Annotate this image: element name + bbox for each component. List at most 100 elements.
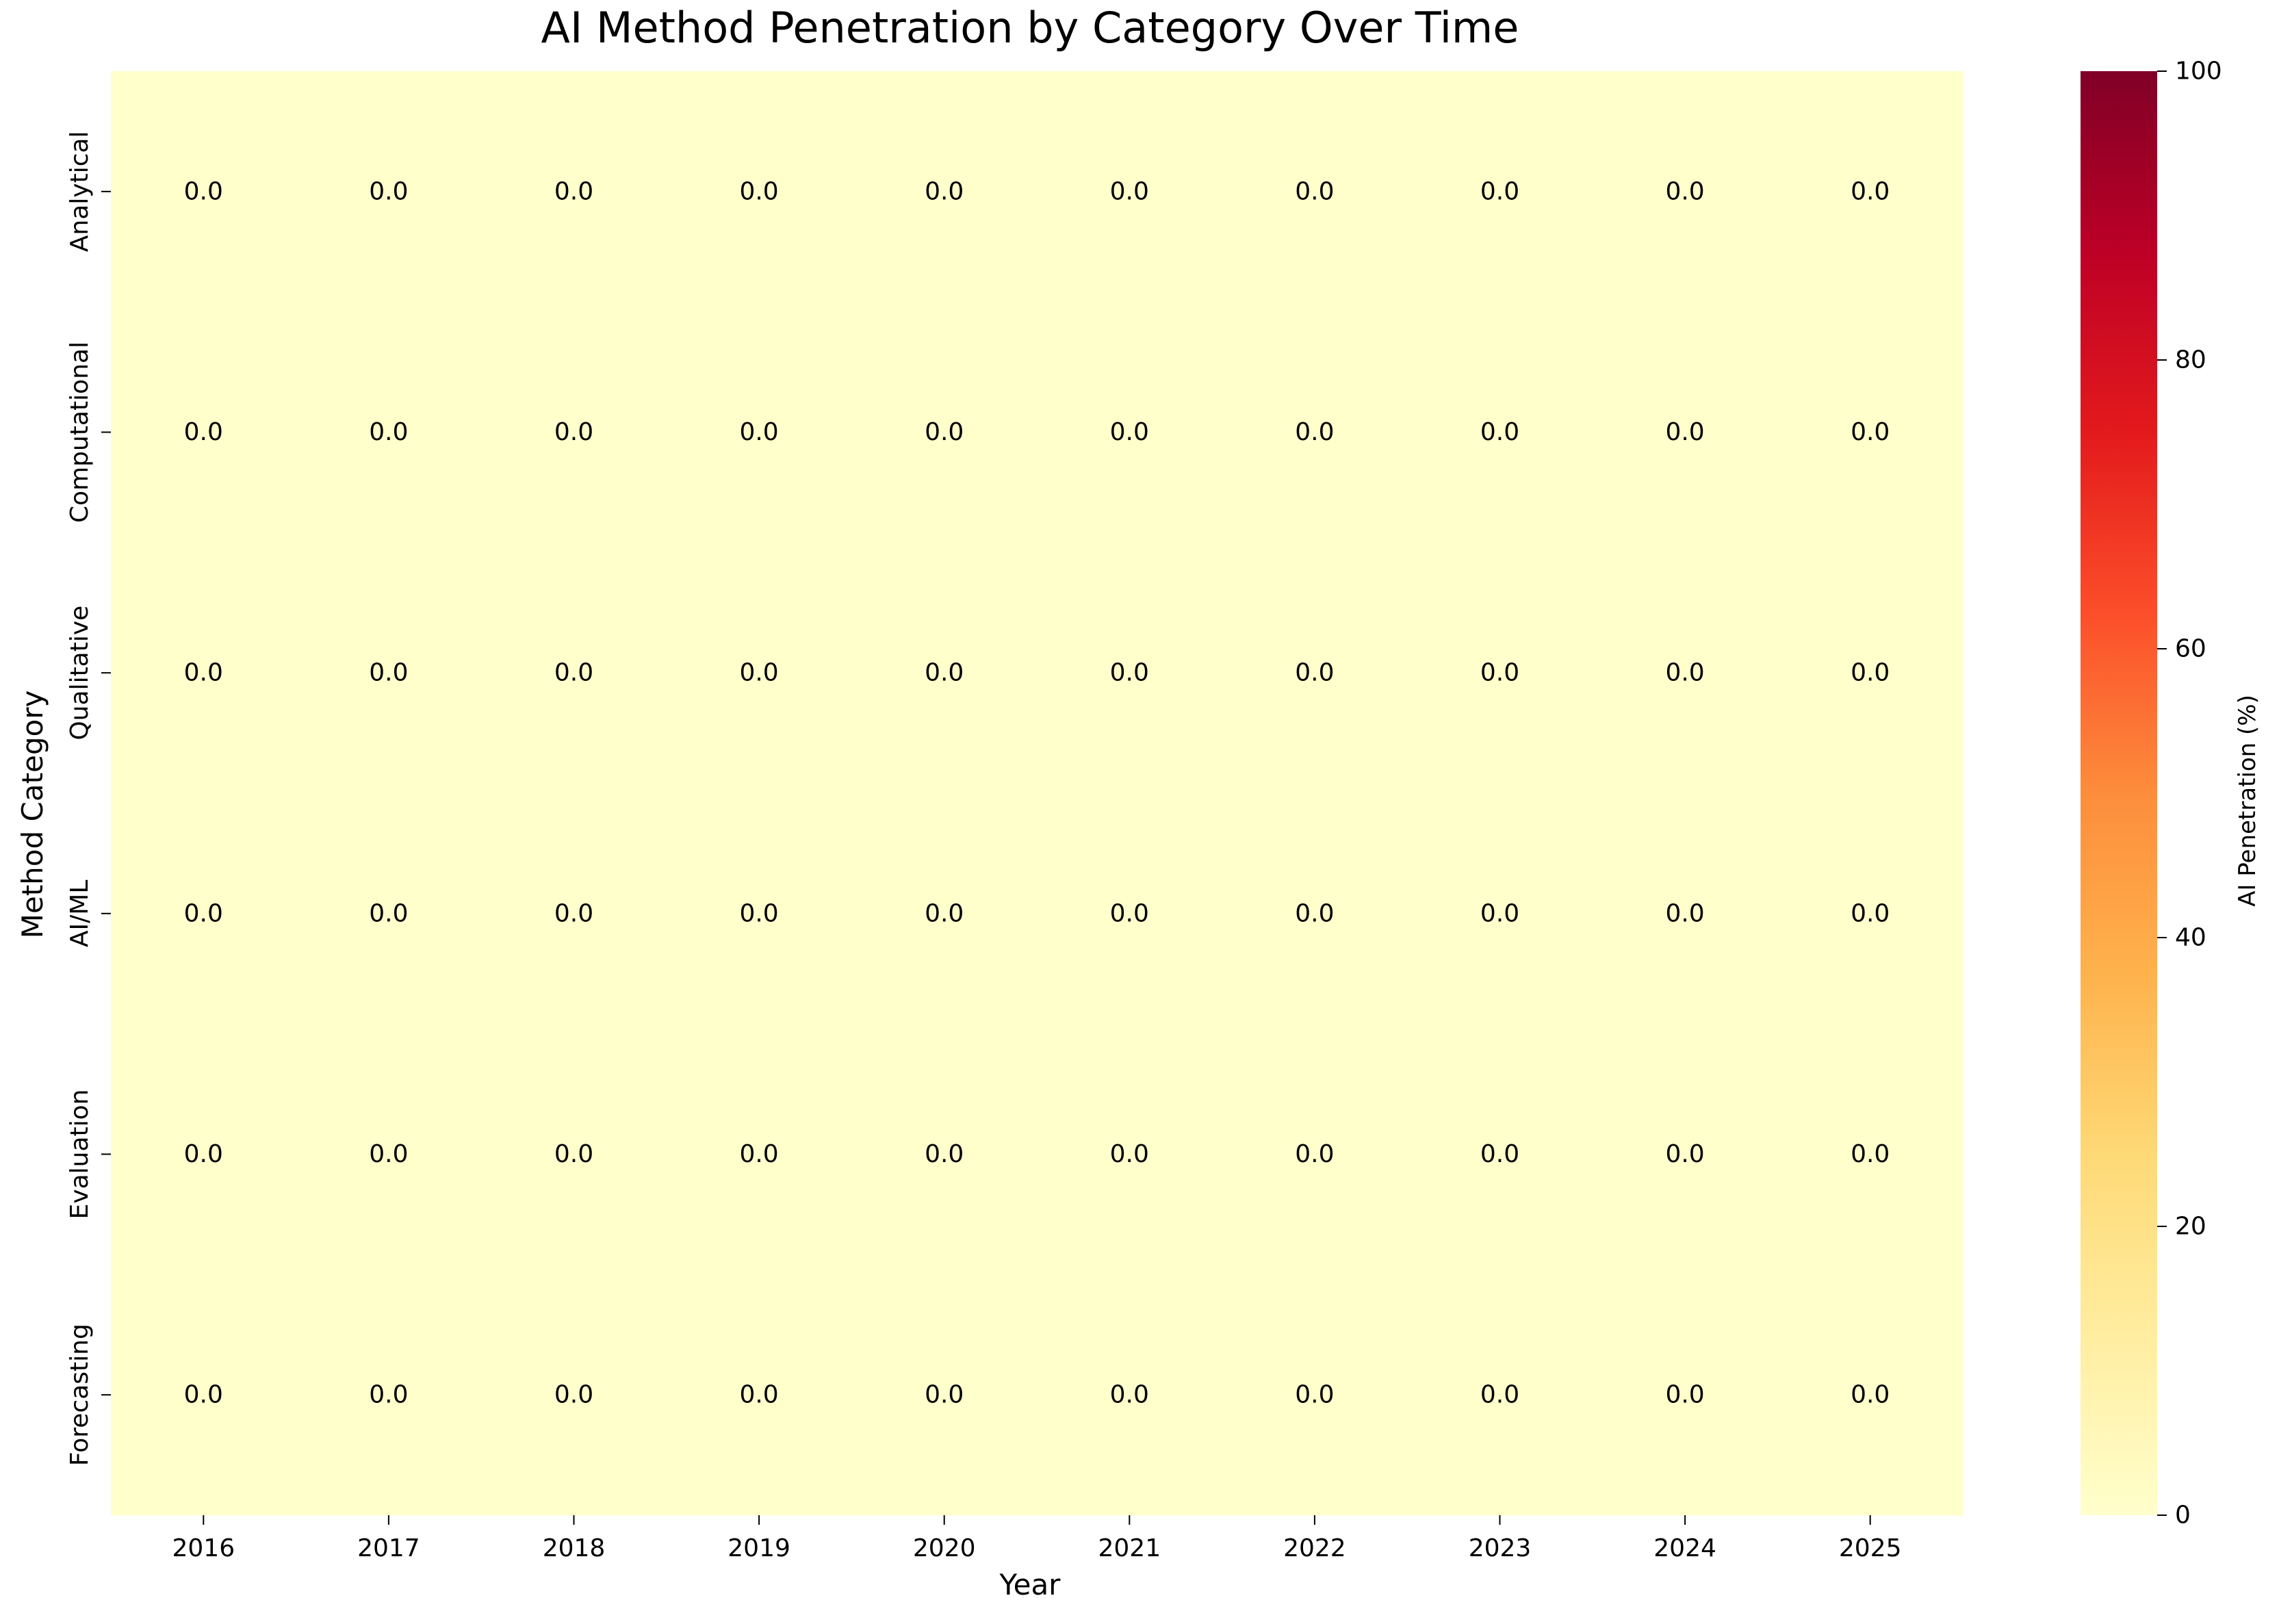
heatmap-cell [1592, 793, 1778, 1035]
heatmap-cell [111, 1033, 297, 1275]
heatmap-cell [296, 1274, 482, 1516]
x-tick-label: 2021 [1098, 1534, 1161, 1562]
heatmap-cell [1222, 71, 1408, 313]
heatmap-cell [1592, 1033, 1778, 1275]
cell-value-label: 0.0 [1851, 418, 1890, 446]
heatmap-cell [296, 71, 482, 313]
colorbar: 0 20 40 60 80 100 [2081, 57, 2222, 1530]
colorbar-tick-label: 20 [2175, 1213, 2206, 1241]
heatmap-cell [1777, 552, 1963, 794]
heatmap-cell [1037, 1274, 1223, 1516]
heatmap-cell [1037, 71, 1223, 313]
y-tick-label: AI/ML [66, 880, 94, 948]
y-tick-label: Qualitative [66, 606, 94, 740]
heatmap-cell [1407, 793, 1593, 1035]
heatmap-cell [1222, 1033, 1408, 1275]
heatmap-cell [1777, 311, 1963, 553]
heatmap-cell [111, 1274, 297, 1516]
cell-value-label: 0.0 [925, 899, 964, 927]
cell-value-label: 0.0 [369, 659, 408, 687]
x-tick-label: 2019 [728, 1534, 790, 1562]
heatmap-cell [1037, 311, 1223, 553]
heatmap-cell [1777, 1033, 1963, 1275]
heatmap-cell [666, 552, 852, 794]
heatmap-cell [851, 552, 1038, 794]
heatmap-cell [111, 552, 297, 794]
cell-value-label: 0.0 [1295, 899, 1334, 927]
cell-value-label: 0.0 [1665, 899, 1704, 927]
cell-value-label: 0.0 [369, 177, 408, 205]
cell-value-label: 0.0 [184, 177, 223, 205]
heatmap-cell [851, 1274, 1038, 1516]
cell-value-label: 0.0 [184, 659, 223, 687]
cell-value-label: 0.0 [369, 418, 408, 446]
heatmap-cell [481, 1033, 667, 1275]
cell-value-label: 0.0 [1295, 177, 1334, 205]
heatmap-cell [1407, 552, 1593, 794]
heatmap-cell [1592, 552, 1778, 794]
heatmap-cell [1777, 1274, 1963, 1516]
heatmap-cell [481, 793, 667, 1035]
heatmap-cell [1222, 1274, 1408, 1516]
cell-annotations: 0.0 0.0 0.0 0.0 0.0 0.0 0.0 0.0 0.0 0.0 0.0 0.0 0.0 0… [184, 177, 1890, 1408]
cell-value-label: 0.0 [1480, 177, 1519, 205]
heatmap-cell [1222, 793, 1408, 1035]
cell-value-label: 0.0 [554, 177, 593, 205]
cell-value-label: 0.0 [925, 1381, 964, 1409]
cell-value-label: 0.0 [1851, 659, 1890, 687]
x-tick-label: 2017 [357, 1534, 420, 1562]
x-tick-label: 2018 [543, 1534, 606, 1562]
heatmap-cell [1777, 793, 1963, 1035]
x-tick-label: 2023 [1469, 1534, 1532, 1562]
cell-value-label: 0.0 [1295, 659, 1334, 687]
cell-value-label: 0.0 [1480, 1381, 1519, 1409]
cell-value-label: 0.0 [369, 1140, 408, 1168]
heatmap-cell [666, 1274, 852, 1516]
colorbar-tick-label: 40 [2175, 924, 2206, 952]
cell-value-label: 0.0 [1480, 659, 1519, 687]
y-axis: Analytical Computational Qualitative AI/ML E… [66, 131, 111, 1466]
heatmap-cell [481, 311, 667, 553]
cell-value-label: 0.0 [184, 418, 223, 446]
heatmap-cell [1407, 311, 1593, 553]
heatmap-cell [851, 311, 1038, 553]
cell-value-label: 0.0 [739, 418, 778, 446]
cell-value-label: 0.0 [1295, 418, 1334, 446]
heatmap-cell [111, 311, 297, 553]
cell-value-label: 0.0 [925, 177, 964, 205]
x-tick-label: 2024 [1653, 1534, 1716, 1562]
cell-value-label: 0.0 [739, 899, 778, 927]
cell-value-label: 0.0 [1480, 418, 1519, 446]
heatmap-cell [851, 71, 1038, 313]
heatmap-cell [666, 1033, 852, 1275]
heatmap-cell [296, 552, 482, 794]
heatmap-cell [1407, 1274, 1593, 1516]
chart-title: AI Method Penetration by Category Over T… [541, 3, 1519, 53]
heatmap-cell [1037, 552, 1223, 794]
colorbar-gradient [2081, 71, 2157, 1515]
cell-value-label: 0.0 [1110, 1381, 1149, 1409]
heatmap-cell [296, 1033, 482, 1275]
heatmap-cell [296, 793, 482, 1035]
heatmap-cell [666, 311, 852, 553]
cell-value-label: 0.0 [184, 1140, 223, 1168]
heatmap-cells [111, 71, 1963, 1516]
colorbar-tick-label: 60 [2175, 635, 2206, 663]
heatmap-cell [851, 793, 1038, 1035]
heatmap-cell [851, 1033, 1038, 1275]
cell-value-label: 0.0 [739, 1140, 778, 1168]
cell-value-label: 0.0 [1665, 1381, 1704, 1409]
cell-value-label: 0.0 [1851, 177, 1890, 205]
cell-value-label: 0.0 [554, 1381, 593, 1409]
heatmap-cell [296, 311, 482, 553]
cell-value-label: 0.0 [1851, 899, 1890, 927]
cell-value-label: 0.0 [554, 899, 593, 927]
y-tick-label: Computational [66, 341, 94, 523]
heatmap-cell [111, 71, 297, 313]
heatmap-cell [1037, 793, 1223, 1035]
heatmap-cell [1592, 71, 1778, 313]
cell-value-label: 0.0 [1851, 1140, 1890, 1168]
x-axis: 2016 2017 2018 2019 2020 2021 2022 2023 2024 2025 [172, 1515, 1902, 1562]
